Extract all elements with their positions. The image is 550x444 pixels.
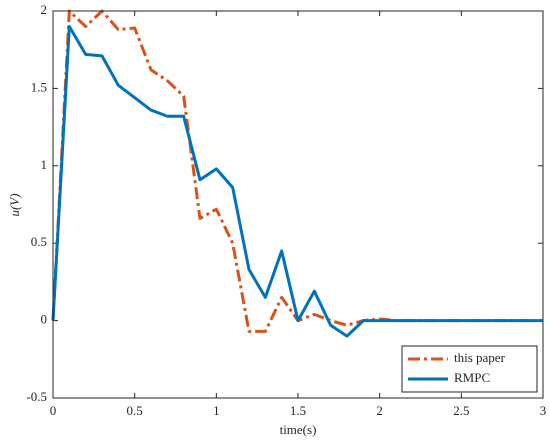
x-tick-label: 0.5	[127, 403, 143, 418]
y-tick-label: 1	[41, 157, 48, 172]
y-tick-label: 0	[41, 312, 48, 327]
y-tick-label: -0.5	[26, 389, 47, 404]
x-axis-label: time(s)	[280, 422, 317, 437]
plot-area	[53, 11, 543, 398]
x-tick-label: 1	[213, 403, 220, 418]
series-line	[51, 24, 543, 338]
x-tick-label: 2.5	[453, 403, 469, 418]
legend-box	[401, 345, 538, 393]
x-tick-label: 1.5	[290, 403, 306, 418]
legend-label: this paper	[454, 350, 506, 365]
y-axis-label: u(V)	[7, 193, 22, 216]
legend-label: RMPC	[454, 370, 490, 385]
x-tick-label: 3	[540, 403, 547, 418]
y-tick-label: 2	[41, 2, 48, 17]
x-tick-label: 0	[50, 403, 57, 418]
y-tick-label: 0.5	[31, 234, 47, 249]
plot-frame	[52, 10, 544, 399]
y-tick-label: 1.5	[31, 79, 47, 94]
x-tick-label: 2	[376, 403, 383, 418]
